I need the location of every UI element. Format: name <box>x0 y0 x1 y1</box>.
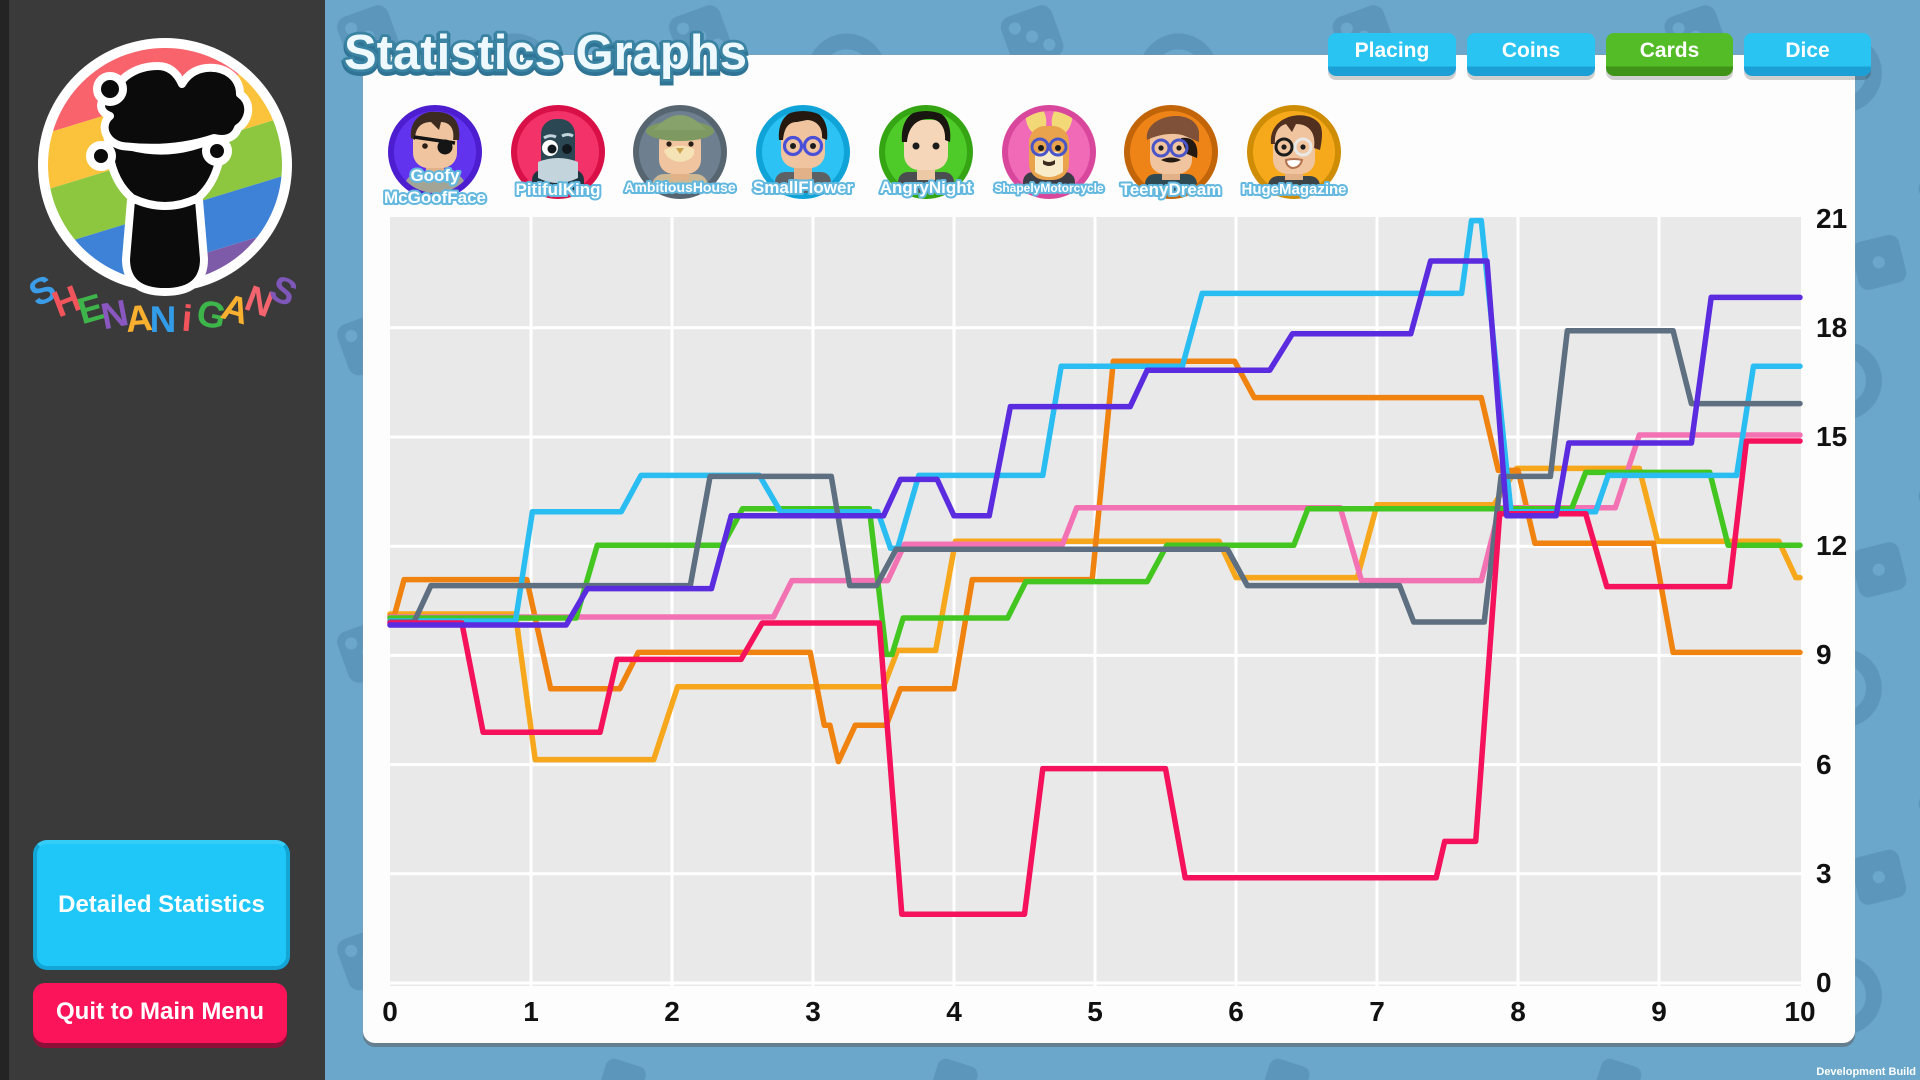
svg-text:HugeMagazine: HugeMagazine <box>1241 181 1346 198</box>
svg-text:N: N <box>150 299 177 340</box>
svg-text:18: 18 <box>1816 312 1847 343</box>
svg-text:7: 7 <box>1369 996 1385 1027</box>
svg-text:Goofy: Goofy <box>410 166 460 185</box>
svg-text:Statistics Graphs: Statistics Graphs <box>344 29 747 83</box>
svg-text:2: 2 <box>664 996 680 1027</box>
svg-text:21: 21 <box>1816 203 1847 234</box>
svg-text:0: 0 <box>382 996 398 1027</box>
svg-text:15: 15 <box>1816 421 1847 452</box>
svg-text:12: 12 <box>1816 530 1847 561</box>
svg-text:6: 6 <box>1228 996 1244 1027</box>
svg-text:0: 0 <box>1816 967 1832 998</box>
svg-text:9: 9 <box>1816 639 1832 670</box>
svg-text:5: 5 <box>1087 996 1103 1027</box>
svg-text:10: 10 <box>1784 996 1815 1027</box>
svg-text:ShapelyMotorcycle: ShapelyMotorcycle <box>994 181 1104 195</box>
svg-text:TeenyDream: TeenyDream <box>1121 180 1222 199</box>
svg-text:A: A <box>124 297 154 340</box>
svg-text:SmallFlower: SmallFlower <box>753 178 854 197</box>
svg-text:AngryNight: AngryNight <box>880 178 973 197</box>
svg-text:8: 8 <box>1510 996 1526 1027</box>
svg-text:AmbitiousHouse: AmbitiousHouse <box>624 179 735 195</box>
svg-text:6: 6 <box>1816 749 1832 780</box>
svg-text:9: 9 <box>1651 996 1667 1027</box>
svg-text:PitifulKing: PitifulKing <box>516 180 601 199</box>
svg-text:i: i <box>180 298 194 340</box>
svg-text:McGoofFace: McGoofFace <box>384 188 486 207</box>
svg-text:3: 3 <box>805 996 821 1027</box>
svg-text:Statistics Graphs: Statistics Graphs <box>344 26 747 80</box>
svg-text:3: 3 <box>1816 858 1832 889</box>
svg-text:4: 4 <box>946 996 962 1027</box>
svg-text:1: 1 <box>523 996 539 1027</box>
